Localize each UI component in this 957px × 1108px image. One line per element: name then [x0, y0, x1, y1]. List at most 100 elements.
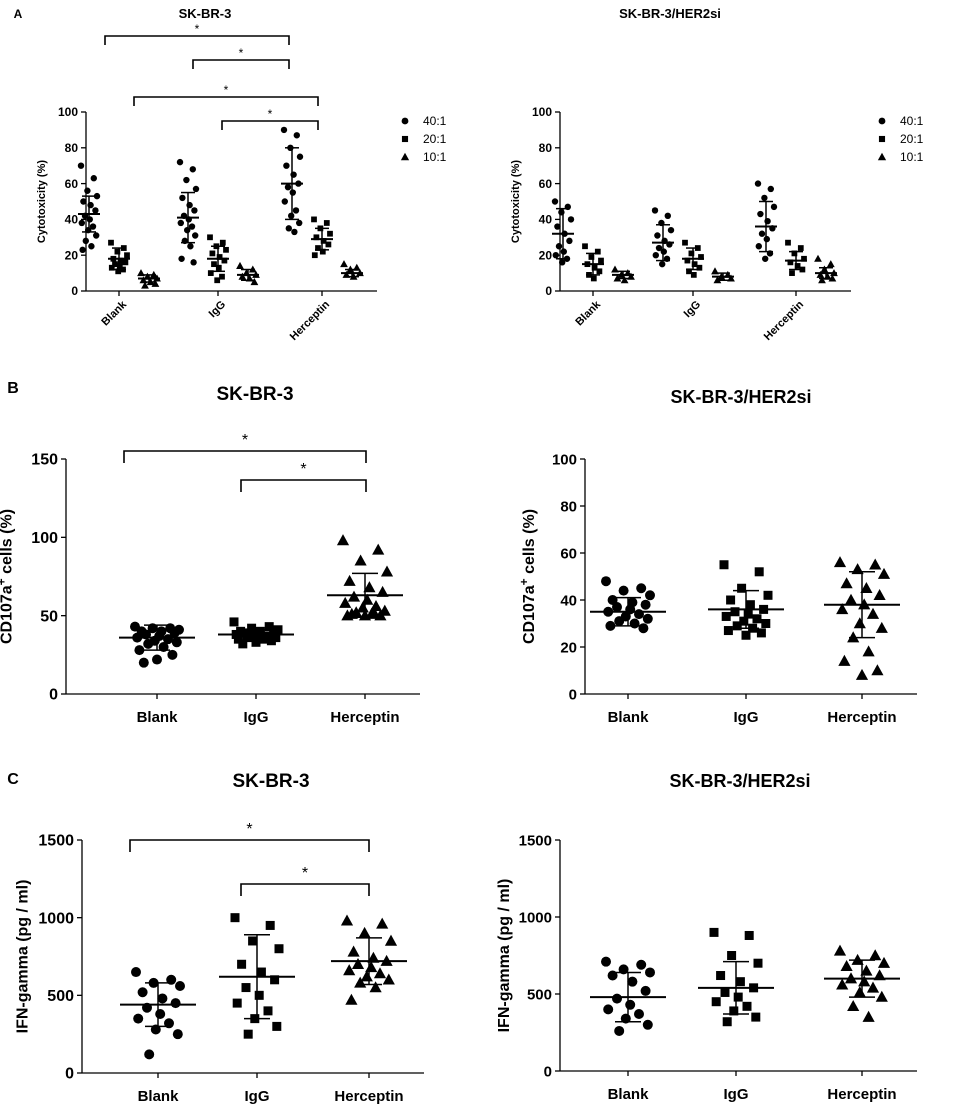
legend-marker	[878, 135, 886, 143]
data-point-20-1	[117, 257, 124, 264]
data-point-20-1	[327, 230, 333, 237]
x-tick-label: IgG	[245, 1088, 270, 1105]
data-point-20-1	[801, 255, 807, 262]
data-point-40-1	[89, 223, 97, 230]
legend-marker	[400, 152, 410, 161]
data-point-blank	[169, 627, 180, 638]
data-point-40-1	[79, 246, 86, 254]
data-point-10-1	[818, 276, 826, 284]
data-point-herceptin	[358, 926, 371, 938]
data-point-blank	[152, 654, 162, 665]
data-point-20-1	[691, 261, 698, 268]
data-point-igg	[243, 1029, 253, 1039]
data-point-40-1	[176, 158, 184, 166]
data-point-40-1	[757, 210, 764, 218]
data-point-40-1	[667, 226, 675, 234]
x-tick-label: Herceptin	[762, 298, 807, 343]
data-point-herceptin	[384, 934, 398, 946]
data-point-20-1	[115, 268, 122, 275]
data-point-20-1	[590, 275, 597, 282]
data-point-40-1	[284, 183, 292, 191]
data-point-blank	[171, 637, 182, 648]
data-point-20-1	[797, 245, 804, 251]
y-tick-label: 80	[65, 141, 79, 155]
x-tick-label: Blank	[137, 709, 179, 726]
data-point-40-1	[88, 243, 95, 250]
data-point-herceptin	[853, 986, 866, 998]
data-point-20-1	[221, 257, 228, 264]
data-point-blank	[138, 657, 149, 668]
data-point-igg	[248, 936, 258, 946]
data-point-20-1	[215, 264, 222, 271]
data-point-40-1	[285, 225, 292, 232]
legend-marker	[401, 117, 409, 125]
data-point-10-1	[820, 265, 829, 273]
y-tick-label: 500	[47, 988, 74, 1005]
data-point-herceptin	[347, 945, 360, 957]
panel-letter: A	[14, 7, 23, 21]
data-point-20-1	[207, 270, 214, 276]
significance-star: *	[300, 461, 306, 478]
data-point-40-1	[755, 243, 762, 250]
data-point-herceptin	[836, 978, 849, 990]
y-tick-label: 100	[552, 451, 577, 468]
data-point-igg	[723, 626, 733, 636]
data-point-20-1	[112, 261, 118, 268]
data-point-igg	[744, 930, 754, 940]
data-point-20-1	[319, 248, 326, 255]
data-point-40-1	[281, 198, 288, 205]
data-point-20-1	[207, 234, 213, 241]
data-point-40-1	[758, 230, 766, 237]
significance-star: *	[302, 865, 308, 882]
significance-star: *	[224, 83, 229, 97]
y-tick-label: 0	[71, 284, 78, 298]
data-point-20-1	[785, 239, 791, 246]
legend-label: 20:1	[423, 132, 447, 146]
data-point-herceptin	[877, 956, 891, 968]
data-point-20-1	[696, 264, 703, 271]
y-tick-label: 20	[560, 639, 577, 656]
data-point-10-1	[340, 260, 348, 268]
data-point-blank	[167, 649, 178, 660]
data-point-herceptin	[343, 574, 356, 586]
panel-letter: B	[7, 380, 19, 397]
data-point-40-1	[280, 126, 288, 134]
data-point-40-1	[184, 226, 191, 234]
data-point-igg	[264, 622, 274, 632]
y-tick-label: 100	[31, 530, 58, 547]
y-tick-label: 60	[560, 545, 577, 562]
data-point-40-1	[664, 212, 671, 220]
data-point-40-1	[192, 185, 200, 193]
data-point-40-1	[192, 232, 199, 239]
legend-label: 10:1	[423, 150, 447, 164]
data-point-igg	[241, 983, 251, 993]
data-point-blank	[133, 1013, 144, 1024]
data-point-10-1	[816, 270, 825, 278]
data-point-20-1	[682, 239, 688, 246]
data-point-blank	[612, 993, 622, 1004]
data-point-herceptin	[367, 606, 380, 618]
x-tick-label: Blank	[608, 1086, 650, 1103]
x-tick-label: Herceptin	[330, 709, 399, 726]
data-point-igg	[733, 992, 743, 1002]
data-point-40-1	[189, 166, 196, 173]
data-point-40-1	[183, 176, 190, 184]
data-point-herceptin	[354, 554, 367, 566]
data-point-40-1	[555, 243, 563, 250]
data-point-blank	[170, 998, 181, 1009]
data-point-20-1	[787, 259, 794, 266]
data-point-20-1	[686, 268, 692, 275]
data-point-herceptin	[382, 973, 395, 985]
data-point-blank	[642, 1019, 653, 1030]
data-point-igg	[754, 567, 764, 577]
data-point-herceptin	[360, 970, 373, 982]
data-point-igg	[265, 920, 275, 930]
data-point-40-1	[86, 216, 94, 223]
y-tick-label: 0	[65, 1066, 74, 1083]
data-point-40-1	[660, 248, 667, 255]
data-point-blank	[614, 1025, 625, 1036]
data-point-herceptin	[376, 917, 389, 929]
significance-bracket	[129, 839, 370, 852]
data-point-20-1	[323, 220, 330, 226]
